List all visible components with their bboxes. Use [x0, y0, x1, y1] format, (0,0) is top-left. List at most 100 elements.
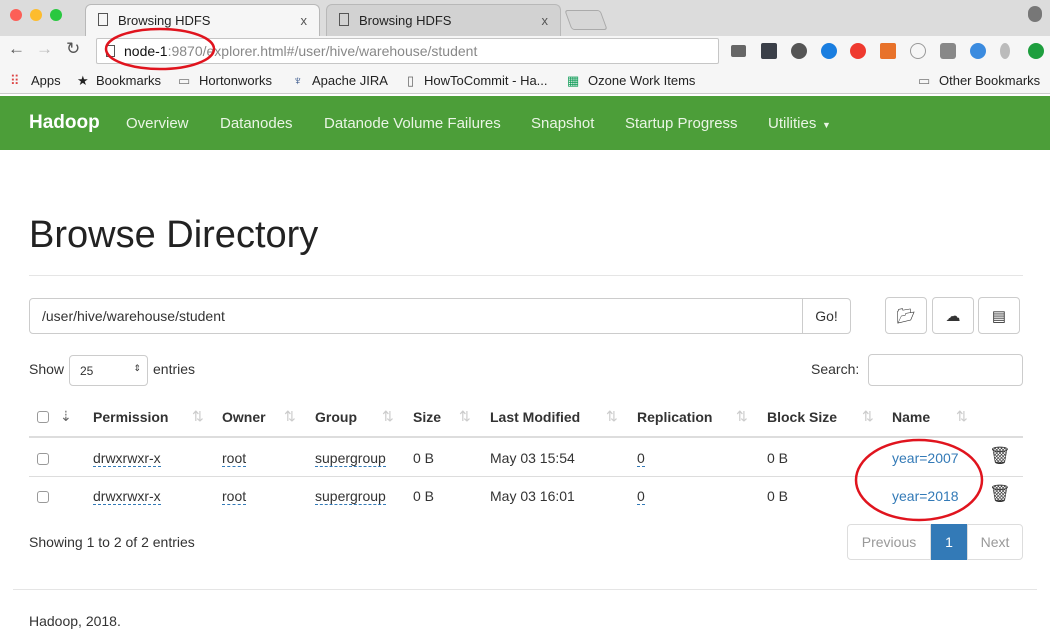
page-icon — [106, 45, 115, 57]
bookmark-ozone-work-items[interactable]: Ozone Work Items — [588, 73, 696, 88]
create-directory-button[interactable]: 📂︎ — [885, 297, 927, 334]
evernote-icon[interactable] — [791, 43, 807, 59]
caret-down-icon: ▼ — [822, 120, 831, 130]
extension-icon[interactable] — [1028, 43, 1044, 59]
select-all-checkbox[interactable] — [37, 411, 49, 423]
modified-value: May 03 15:54 — [490, 450, 575, 466]
new-tab-button[interactable] — [564, 10, 608, 30]
owner-link[interactable]: root — [222, 450, 247, 467]
tab-strip: Browsing HDFS x Browsing HDFS x — [0, 0, 1050, 36]
address-bar[interactable]: node-1:9870/explorer.html#/user/hive/war… — [96, 38, 719, 64]
extension-icon[interactable] — [821, 43, 837, 59]
zoom-window-button[interactable] — [50, 9, 62, 21]
minimize-window-button[interactable] — [30, 9, 42, 21]
search-input[interactable] — [868, 354, 1023, 386]
back-icon[interactable]: ← — [8, 39, 25, 58]
bookmark-hortonworks[interactable]: Hortonworks — [199, 73, 272, 88]
directory-path-input[interactable]: /user/hive/warehouse/student — [29, 298, 803, 334]
sort-icon[interactable]: ⇅ — [606, 408, 618, 424]
tab-browsing-hdfs[interactable]: Browsing HDFS x — [326, 4, 561, 36]
column-size[interactable]: Size — [413, 409, 442, 425]
close-tab-icon[interactable]: x — [300, 13, 308, 28]
extension-icon[interactable] — [970, 43, 986, 59]
tab-title: Browsing HDFS — [359, 13, 452, 28]
nav-overview[interactable]: Overview — [126, 115, 189, 132]
cloud-upload-icon: ☁︎ — [945, 308, 961, 325]
bookmark-apps[interactable]: Apps — [31, 73, 61, 88]
nav-startup-progress[interactable]: Startup Progress — [625, 115, 738, 132]
page-icon: ▯ — [407, 73, 415, 88]
row-divider — [29, 476, 1023, 477]
upload-button[interactable]: ☁︎ — [932, 297, 974, 334]
extension-icon[interactable] — [850, 43, 866, 59]
sort-icon[interactable]: ⇅ — [862, 408, 874, 424]
column-last-modified[interactable]: Last Modified — [490, 409, 581, 425]
group-link[interactable]: supergroup — [315, 488, 386, 505]
column-name[interactable]: Name — [892, 409, 931, 425]
permission-link[interactable]: drwxrwxr-x — [93, 488, 161, 505]
nav-snapshot[interactable]: Snapshot — [531, 115, 595, 132]
list-icon: ▤ — [991, 308, 1007, 325]
folder-icon: ▭ — [918, 73, 931, 88]
trash-icon[interactable]: 🗑︎ — [989, 484, 1011, 503]
extension-icon[interactable] — [940, 43, 956, 59]
previous-button[interactable]: Previous — [847, 524, 931, 560]
page-title: Browse Directory — [29, 214, 319, 256]
extension-icon[interactable] — [1000, 43, 1010, 59]
row-checkbox[interactable] — [37, 453, 49, 465]
column-permission[interactable]: Permission — [93, 409, 169, 425]
column-group[interactable]: Group — [315, 409, 357, 425]
column-owner[interactable]: Owner — [222, 409, 266, 425]
sort-icon[interactable]: ⇅ — [956, 408, 968, 424]
other-bookmarks[interactable]: Other Bookmarks — [939, 73, 1041, 88]
column-replication[interactable]: Replication — [637, 409, 713, 425]
bookmark-howtocommit[interactable]: HowToCommit - Ha... — [424, 73, 548, 88]
replication-link[interactable]: 0 — [637, 488, 645, 505]
entries-label: entries — [153, 361, 196, 377]
brand-link[interactable]: Hadoop — [29, 112, 100, 133]
trash-icon[interactable]: 🗑︎ — [989, 446, 1011, 465]
owner-link[interactable]: root — [222, 488, 247, 505]
sort-icon[interactable]: ⇅ — [736, 408, 748, 424]
block-size-value: 0 B — [767, 450, 789, 466]
cast-icon[interactable] — [731, 45, 746, 57]
permission-link[interactable]: drwxrwxr-x — [93, 450, 161, 467]
forward-icon[interactable]: → — [36, 39, 53, 58]
go-button[interactable]: Go! — [802, 298, 851, 334]
reload-icon[interactable]: ↻ — [66, 39, 81, 58]
close-tab-icon[interactable]: x — [541, 13, 549, 28]
sort-asc-icon[interactable]: ⇣ — [60, 408, 72, 424]
page-1-button[interactable]: 1 — [931, 524, 967, 560]
close-window-button[interactable] — [10, 9, 22, 21]
cut-paste-button[interactable]: ▤ — [978, 297, 1020, 334]
group-link[interactable]: supergroup — [315, 450, 386, 467]
git-icon[interactable] — [880, 43, 896, 59]
replication-link[interactable]: 0 — [637, 450, 645, 467]
entries-value: 25 — [80, 364, 94, 378]
sort-icon[interactable]: ⇅ — [459, 408, 471, 424]
profile-icon[interactable] — [1028, 6, 1042, 22]
extension-icon[interactable] — [761, 43, 777, 59]
next-button[interactable]: Next — [967, 524, 1023, 560]
extension-icon[interactable] — [910, 43, 926, 59]
sort-icon[interactable]: ⇅ — [382, 408, 394, 424]
footer-divider — [13, 589, 1037, 590]
star-icon: ★ — [77, 73, 89, 88]
page-icon — [98, 13, 108, 26]
nav-utilities[interactable]: Utilities — [768, 115, 817, 132]
sort-icon[interactable]: ⇅ — [192, 408, 204, 424]
column-block-size[interactable]: Block Size — [767, 409, 838, 425]
page-icon — [339, 13, 349, 26]
bookmark-apache-jira[interactable]: Apache JIRA — [312, 73, 388, 88]
entries-select[interactable]: 25 ⇕ — [69, 355, 148, 386]
sort-icon[interactable]: ⇅ — [284, 408, 296, 424]
nav-datanode-volume-failures[interactable]: Datanode Volume Failures — [324, 115, 501, 132]
divider — [29, 275, 1023, 276]
row-checkbox[interactable] — [37, 491, 49, 503]
tab-browsing-hdfs-active[interactable]: Browsing HDFS x — [85, 4, 320, 36]
name-link[interactable]: year=2007 — [892, 450, 959, 466]
bookmark-bookmarks[interactable]: Bookmarks — [96, 73, 162, 88]
apps-icon: ⠿ — [10, 73, 20, 88]
nav-datanodes[interactable]: Datanodes — [220, 115, 293, 132]
name-link[interactable]: year=2018 — [892, 488, 959, 504]
